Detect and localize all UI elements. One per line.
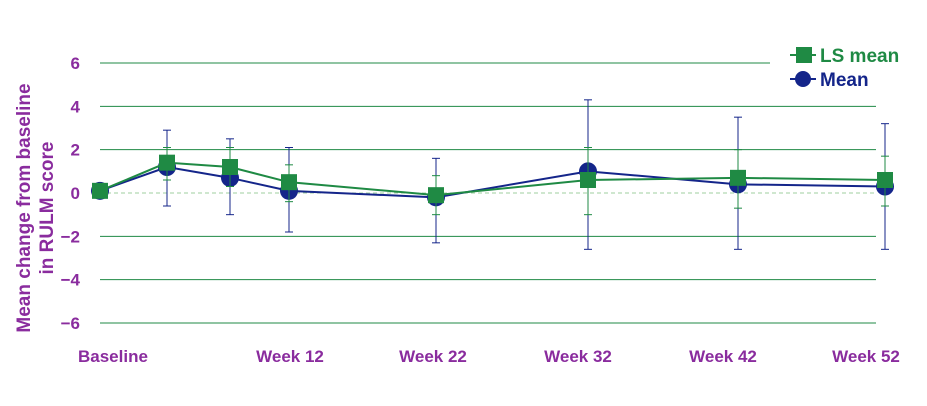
series-line bbox=[99, 161, 886, 197]
data-point-square bbox=[877, 172, 893, 188]
y-axis-ticks: 6 4 2 0 −2 −4 −6 bbox=[61, 54, 81, 333]
data-point-square bbox=[730, 169, 746, 186]
y-tick-label: −4 bbox=[61, 271, 81, 290]
legend-label: Mean bbox=[820, 70, 869, 91]
y-tick-label: 6 bbox=[71, 54, 80, 73]
data-point-square bbox=[580, 172, 596, 188]
legend: LS mean Mean bbox=[790, 46, 899, 91]
x-tick-label: Week 32 bbox=[544, 347, 612, 366]
series-mean bbox=[91, 99, 894, 250]
x-tick-label: Baseline bbox=[78, 347, 148, 366]
data-point-square bbox=[428, 187, 444, 204]
series-line bbox=[99, 165, 886, 199]
data-point-square bbox=[222, 159, 238, 175]
x-tick-label: Week 22 bbox=[399, 347, 467, 366]
series-ls-mean bbox=[92, 147, 893, 216]
legend-square-marker bbox=[796, 47, 812, 63]
data-point-square bbox=[92, 182, 108, 199]
data-point-square bbox=[159, 154, 175, 171]
y-axis-label-line: Mean change from baseline bbox=[14, 83, 35, 332]
series-layer bbox=[91, 99, 894, 250]
x-tick-label: Week 52 bbox=[832, 347, 900, 366]
legend-label: LS mean bbox=[820, 46, 899, 67]
legend-circle-marker bbox=[795, 71, 811, 87]
y-tick-label: 4 bbox=[71, 97, 81, 116]
x-tick-label: Week 42 bbox=[689, 347, 757, 366]
y-tick-label: −6 bbox=[61, 314, 80, 333]
y-axis-label: Mean change from baseline in RULM score bbox=[14, 83, 58, 332]
legend-item: Mean bbox=[790, 70, 869, 91]
y-axis-label-line: in RULM score bbox=[37, 141, 58, 274]
x-axis-ticks: Baseline Week 12 Week 22 Week 32 Week 42 Week… bbox=[78, 347, 900, 366]
legend-item: LS mean bbox=[790, 46, 899, 67]
gridlines bbox=[100, 62, 876, 324]
y-tick-label: 2 bbox=[71, 141, 80, 160]
y-tick-label: 0 bbox=[71, 184, 80, 203]
y-tick-label: −2 bbox=[61, 227, 80, 246]
x-tick-label: Week 12 bbox=[256, 347, 324, 366]
data-point-square bbox=[281, 174, 297, 191]
